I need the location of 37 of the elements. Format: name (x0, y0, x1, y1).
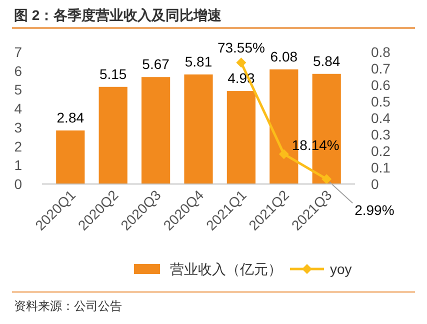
legend-label: 营业收入（亿元） (170, 261, 282, 277)
y2-tick-label: 0.3 (371, 126, 391, 142)
y-tick-label: 6 (14, 62, 22, 79)
y2-tick-label: 0 (371, 176, 379, 192)
y-tick-label: 1 (14, 157, 22, 174)
y-tick-label: 2 (14, 138, 22, 154)
data-label: 5.84 (312, 52, 340, 69)
y2-tick-label: 0.2 (371, 143, 391, 159)
y2-tick-label: 0.8 (371, 44, 391, 60)
data-label: 2.84 (56, 109, 84, 126)
y2-tick-label: 0.7 (371, 60, 391, 76)
y-tick-label: 0 (14, 176, 22, 192)
y-tick-label: 5 (14, 82, 22, 98)
legend-label: yoy (330, 261, 352, 277)
text: 资料来源：公司公告 (14, 299, 122, 313)
y2-tick-label: 0.6 (371, 77, 391, 93)
bar (226, 91, 256, 184)
data-label: 6.08 (270, 48, 298, 64)
data-label: 5.15 (99, 66, 127, 82)
chart-title: 图 2：各季度营业收入及同比增速 (14, 7, 223, 23)
point (278, 149, 289, 160)
y2-tick-label: 0.1 (371, 160, 391, 176)
data-label: 2.99% (354, 202, 394, 218)
point (322, 174, 332, 184)
y-tick-label: 7 (14, 44, 22, 60)
bar (184, 74, 213, 184)
y-tick-label: 4 (14, 100, 22, 117)
data-label: 5.81 (184, 53, 212, 70)
bar (98, 86, 128, 184)
y2-tick-label: 0.5 (371, 94, 391, 110)
bar (56, 130, 85, 184)
data-label: 5.67 (142, 56, 170, 72)
y-tick-label: 3 (14, 119, 22, 136)
bar (141, 77, 170, 184)
point (236, 58, 246, 68)
y2-tick-label: 0.4 (371, 110, 391, 126)
data-label: 73.55% (217, 40, 265, 56)
